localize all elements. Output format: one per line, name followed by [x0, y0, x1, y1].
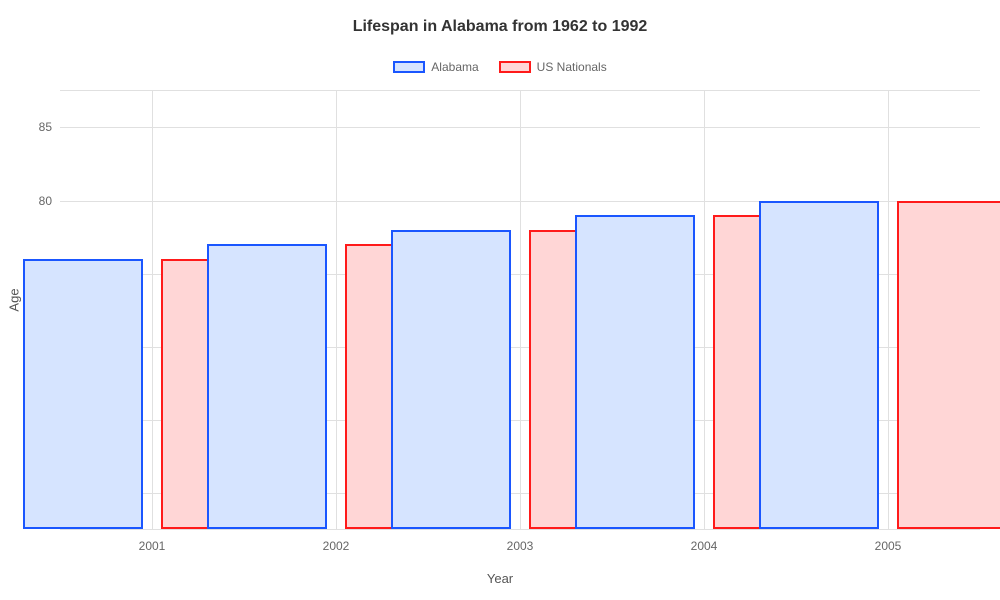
vgridline [520, 91, 521, 529]
legend-item-us-nationals: US Nationals [499, 60, 607, 74]
legend-label-alabama: Alabama [431, 60, 478, 74]
x-tick-label: 2001 [139, 529, 166, 553]
chart-container: Lifespan in Alabama from 1962 to 1992 Al… [0, 0, 1000, 600]
vgridline [704, 91, 705, 529]
bar-us-nationals-2005 [897, 201, 1000, 530]
chart-title: Lifespan in Alabama from 1962 to 1992 [0, 18, 1000, 36]
x-axis-label: Year [0, 571, 1000, 586]
bar-alabama-2005 [759, 201, 879, 530]
legend-swatch-alabama [393, 61, 425, 73]
y-axis-label: Age [7, 288, 22, 311]
legend-label-us-nationals: US Nationals [537, 60, 607, 74]
bar-alabama-2001 [23, 259, 143, 529]
bar-alabama-2003 [391, 230, 511, 529]
x-tick-label: 2002 [323, 529, 350, 553]
plot-area: 60657075808520012002200320042005 [60, 90, 980, 530]
x-tick-label: 2005 [875, 529, 902, 553]
vgridline [888, 91, 889, 529]
legend-item-alabama: Alabama [393, 60, 478, 74]
bar-alabama-2004 [575, 215, 695, 529]
x-tick-label: 2004 [691, 529, 718, 553]
bar-alabama-2002 [207, 244, 327, 529]
vgridline [152, 91, 153, 529]
legend-swatch-us-nationals [499, 61, 531, 73]
x-tick-label: 2003 [507, 529, 534, 553]
vgridline [336, 91, 337, 529]
y-tick-label: 85 [39, 120, 60, 134]
legend: Alabama US Nationals [0, 60, 1000, 74]
y-tick-label: 80 [39, 194, 60, 208]
